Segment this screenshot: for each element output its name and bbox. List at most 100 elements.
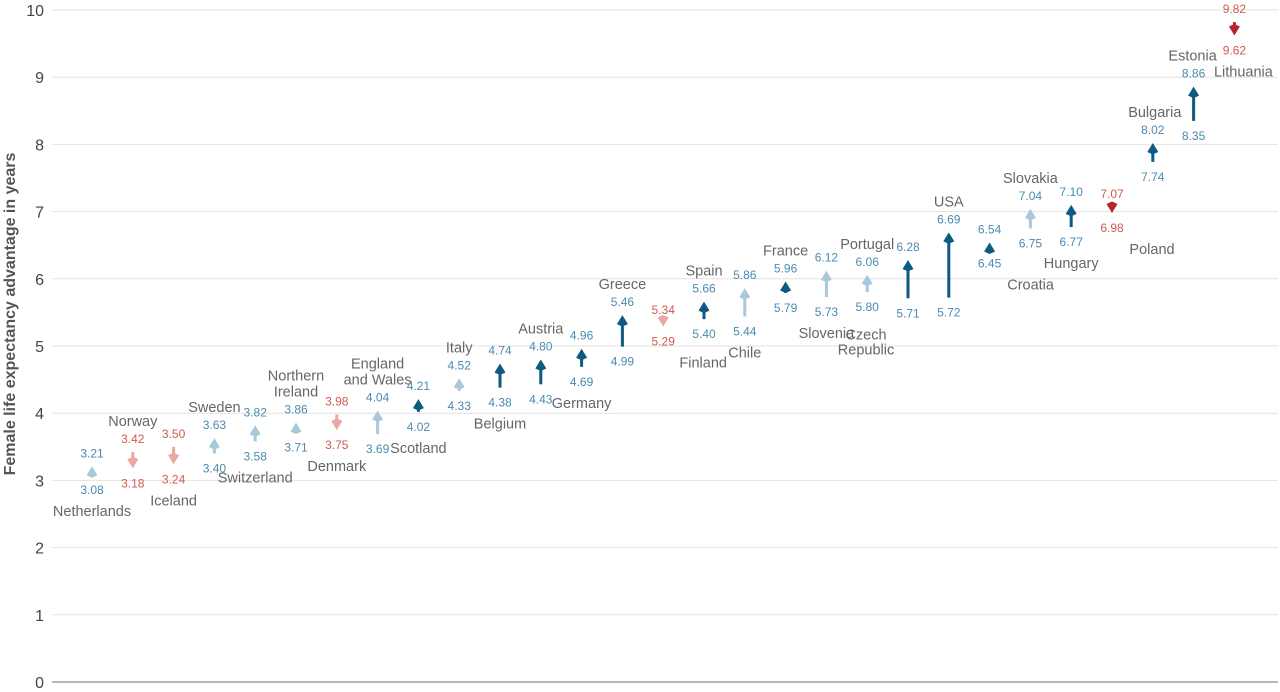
value-label-england-top: 4.04 (366, 391, 390, 405)
y-tick-label: 4 (35, 406, 44, 423)
arrow-greece (616, 315, 628, 347)
country-label-slovenia: Slovenia (799, 326, 856, 342)
value-label-norway-bottom: 3.18 (121, 476, 145, 490)
arrow-northern (290, 422, 302, 435)
country-label-chile: Chile (728, 345, 761, 361)
value-label-portugal-top: 6.06 (856, 255, 880, 269)
value-label-slovenia-bottom: 5.73 (815, 305, 839, 319)
value-label-spain-bottom: 5.40 (692, 327, 716, 341)
data-labels: 3.21 3.08 Netherlands 3.42 3.18 Norway 3.50 3.2… (53, 2, 1274, 520)
value-label-croatia-top: 6.54 (978, 223, 1002, 237)
value-label-denmark-bottom: 3.75 (325, 438, 349, 452)
value-label-usa-bottom: 5.72 (937, 306, 961, 320)
y-tick-label: 1 (35, 608, 44, 625)
value-label-hungary-top: 7.10 (1060, 185, 1084, 199)
arrow-head (1065, 204, 1077, 217)
country-label-finland: Finland (679, 356, 727, 372)
value-label-bulgaria-top: 8.02 (1141, 123, 1165, 137)
value-label-denmark-top: 3.98 (325, 395, 349, 409)
value-label-england-bottom: 3.69 (366, 442, 390, 456)
arrow-head (820, 270, 832, 283)
y-tick-label: 3 (35, 473, 44, 490)
arrow-scotland (412, 399, 424, 412)
country-label-poland: Poland (1129, 242, 1174, 258)
value-label-belgium-top: 4.74 (488, 343, 512, 357)
value-label-scotland-bottom: 4.02 (407, 420, 431, 434)
country-label-france: France (763, 243, 808, 259)
value-label-greece-top: 5.46 (611, 295, 635, 309)
value-label-estonia-top: 8.86 (1182, 67, 1206, 81)
arrow-head (780, 281, 792, 293)
country-label-czech: Republic (838, 342, 894, 358)
value-label-germany-top: 4.96 (570, 329, 594, 343)
arrow-poland (1106, 201, 1118, 213)
arrow-finland (657, 315, 669, 327)
country-label-bulgaria: Bulgaria (1128, 105, 1182, 121)
arrow-spain (698, 301, 710, 320)
arrow-estonia (1188, 86, 1200, 121)
arrow-germany (576, 348, 588, 367)
value-label-hungary-bottom: 6.77 (1060, 235, 1084, 249)
value-label-lithuania-bottom: 9.62 (1223, 44, 1247, 58)
arrow-italy (453, 378, 465, 392)
arrow-usa (943, 232, 955, 298)
value-label-scotland-top: 4.21 (407, 379, 431, 393)
arrow-czech (902, 259, 914, 299)
value-label-poland-top: 7.07 (1100, 187, 1124, 201)
value-label-chile-bottom: 5.44 (733, 324, 757, 338)
arrow-belgium (494, 363, 506, 388)
arrow-head (861, 274, 873, 287)
value-label-finland-bottom: 5.29 (652, 335, 676, 349)
value-label-belgium-bottom: 4.38 (488, 396, 512, 410)
arrow-head (372, 410, 384, 423)
value-label-slovakia-top: 7.04 (1019, 189, 1043, 203)
value-label-poland-bottom: 6.98 (1100, 221, 1124, 235)
y-tick-label: 0 (35, 675, 44, 692)
value-label-northern-bottom: 3.71 (284, 441, 308, 455)
country-label-switzerland: Switzerland (218, 470, 293, 486)
arrow-head (494, 363, 506, 375)
arrow-sweden (208, 438, 220, 454)
value-label-croatia-bottom: 6.45 (978, 257, 1002, 271)
country-label-lithuania: Lithuania (1214, 65, 1274, 81)
country-label-austria: Austria (518, 321, 564, 337)
value-label-switzerland-top: 3.82 (244, 405, 268, 419)
value-label-sweden-bottom: 3.40 (203, 462, 227, 476)
country-label-sweden: Sweden (188, 400, 240, 416)
arrow-england (372, 410, 384, 435)
arrow-slovenia (820, 270, 832, 297)
arrow-head (86, 466, 98, 478)
value-label-northern-top: 3.86 (284, 403, 308, 417)
value-label-usa-top: 6.69 (937, 212, 961, 226)
arrow-head (616, 315, 628, 327)
value-label-norway-top: 3.42 (121, 432, 145, 446)
arrow-head (412, 399, 424, 411)
country-label-northern: Northern (268, 369, 324, 385)
arrow-head (168, 452, 180, 465)
arrow-head (249, 425, 261, 437)
arrow-marks (86, 22, 1240, 478)
arrow-croatia (984, 242, 996, 255)
value-label-lithuania-top: 9.82 (1223, 2, 1247, 16)
arrow-france (780, 281, 792, 293)
value-label-slovenia-top: 6.12 (815, 251, 839, 265)
country-label-usa: USA (934, 194, 964, 210)
value-label-sweden-top: 3.63 (203, 418, 227, 432)
value-label-austria-top: 4.80 (529, 339, 553, 353)
arrow-head (331, 418, 343, 430)
value-label-france-top: 5.96 (774, 261, 798, 275)
arrow-portugal (861, 274, 873, 293)
value-label-iceland-bottom: 3.24 (162, 472, 186, 486)
country-label-hungary: Hungary (1044, 256, 1100, 272)
gridlines (52, 9, 1278, 683)
y-axis-ticks: 0 1 2 3 4 5 6 7 8 9 10 (26, 3, 44, 692)
arrow-netherlands (86, 466, 98, 478)
y-tick-label: 5 (35, 339, 44, 356)
arrow-chile (739, 288, 751, 317)
value-label-iceland-top: 3.50 (162, 427, 186, 441)
value-label-czech-top: 6.28 (896, 240, 920, 254)
country-label-germany: Germany (552, 396, 612, 412)
arrow-bulgaria (1147, 143, 1159, 162)
value-label-estonia-bottom: 8.35 (1182, 129, 1206, 143)
y-axis-title: Female life expectancy advantage in year… (2, 152, 19, 475)
